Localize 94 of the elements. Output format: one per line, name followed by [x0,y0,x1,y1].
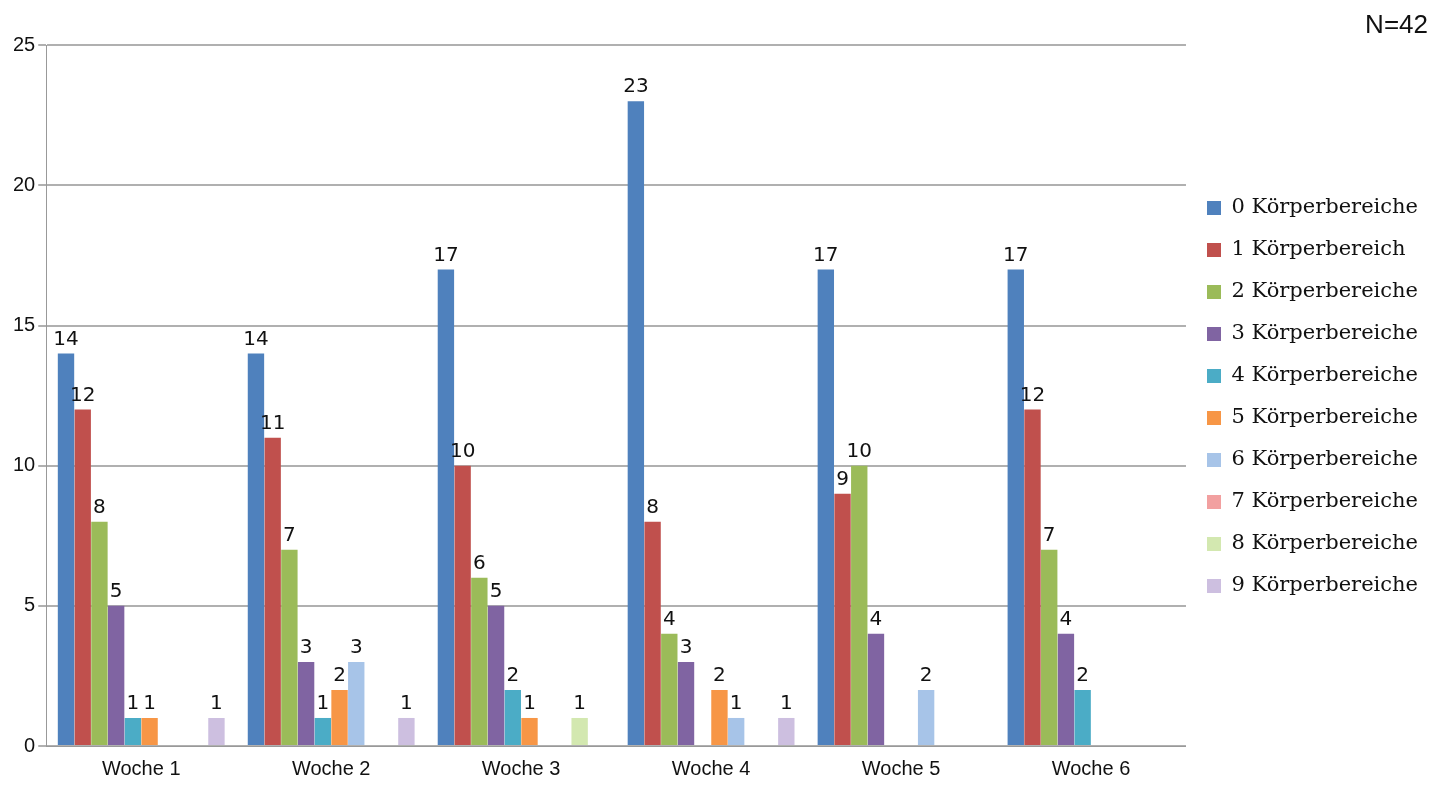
data-label: 3 [679,634,693,659]
data-label: 1 [126,690,140,715]
legend-label: 2 Körperbereiche [1231,278,1419,303]
bar [281,549,298,745]
data-label: 1 [210,690,223,715]
bar [1007,269,1024,745]
bar [1024,409,1041,745]
data-label: 2 [919,662,933,687]
bar [851,465,868,745]
data-label: 1 [573,690,587,715]
data-label: 7 [283,521,296,546]
legend-label: 0 Körperbereiche [1231,194,1419,219]
x-tick-label: Woche 2 [291,756,371,779]
data-label: 6 [472,550,486,575]
bar [141,717,158,745]
data-label: 14 [53,325,79,350]
legend-label: 4 Körperbereiche [1231,362,1419,387]
y-tick-label: 5 [24,593,36,616]
data-label: 4 [662,606,676,631]
data-label: 5 [489,578,503,603]
bar [107,605,125,745]
bar [454,465,471,745]
y-tick-label: 25 [13,32,36,55]
bar [778,717,795,745]
bar [297,661,315,745]
bar [834,493,851,745]
bar [487,605,505,745]
bar [398,717,415,745]
x-tick-label: Woche 3 [481,756,561,779]
bar [1074,689,1091,745]
bar [627,101,645,745]
x-tick-label: Woche 4 [671,756,751,779]
data-label: 2 [1076,662,1090,687]
data-label: 1 [779,690,793,715]
bar [331,689,348,745]
bar [661,633,678,745]
x-tick-label: Woche 6 [1051,756,1131,779]
y-tick-label: 20 [13,172,36,195]
data-label: 17 [813,241,839,266]
bar [521,717,538,745]
data-label: 4 [1059,606,1073,631]
bar [124,717,142,745]
data-label: 2 [333,662,346,687]
legend-label: 9 Körperbereiche [1231,572,1419,597]
legend-label: 8 Körperbereiche [1231,530,1419,555]
data-label: 7 [1042,521,1056,546]
data-label: 3 [349,634,363,659]
legend-label: 6 Körperbereiche [1231,446,1419,471]
data-label: 1 [400,690,413,715]
bar [1057,633,1075,745]
data-label: 3 [299,634,313,659]
legend-label: 3 Körperbereiche [1231,320,1419,345]
x-tick-label: Woche 1 [101,756,181,779]
data-label: 10 [846,437,872,462]
y-tick-label: 0 [24,733,36,756]
bar [817,269,835,745]
data-label: 8 [646,493,659,518]
data-label: 1 [523,690,536,715]
bar [917,689,935,745]
bar [727,717,745,745]
legend-label: 5 Körperbereiche [1231,404,1419,429]
legend-label: 1 Körperbereich [1231,236,1406,261]
data-label: 1 [729,690,743,715]
data-label: 17 [1003,241,1029,266]
data-label: 9 [836,465,849,490]
data-label: 4 [869,606,883,631]
bar [867,633,885,745]
bar [571,717,588,745]
bar [91,521,108,745]
legend-label: 7 Körperbereiche [1231,488,1419,513]
bar [74,409,91,745]
text: N=42 [1365,8,1428,39]
bar [471,577,488,745]
bar [504,689,521,745]
bar [677,661,695,745]
bar [208,717,225,745]
data-label: 2 [713,662,726,687]
bar [711,689,728,745]
y-tick-label: 10 [13,453,36,476]
bar [314,717,332,745]
bar [644,521,661,745]
data-label: 8 [93,493,106,518]
bar [1041,549,1058,745]
x-tick-label: Woche 5 [861,756,941,779]
data-label: 1 [316,690,330,715]
data-label: 17 [433,241,459,266]
data-label: 2 [506,662,520,687]
bar [264,437,281,745]
data-label: 14 [243,325,269,350]
data-label: 5 [109,578,123,603]
bar [348,661,365,745]
data-label: 1 [143,690,156,715]
data-label: 23 [623,73,649,98]
y-tick-label: 15 [13,313,36,336]
